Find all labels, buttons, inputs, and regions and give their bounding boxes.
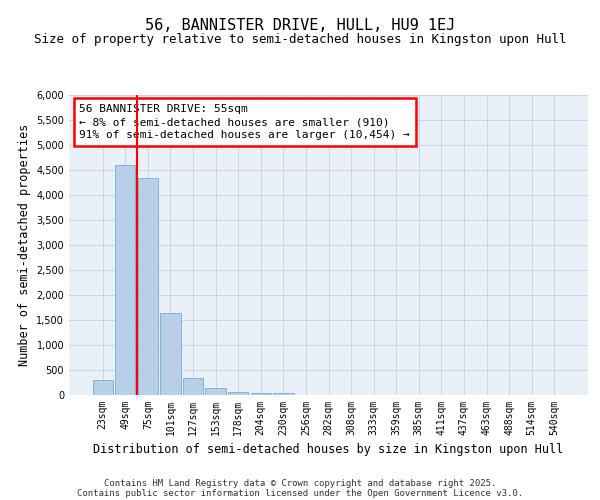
- Text: 56, BANNISTER DRIVE, HULL, HU9 1EJ: 56, BANNISTER DRIVE, HULL, HU9 1EJ: [145, 18, 455, 32]
- Text: Size of property relative to semi-detached houses in Kingston upon Hull: Size of property relative to semi-detach…: [34, 32, 566, 46]
- Bar: [115, 165, 136, 395]
- Y-axis label: Number of semi-detached properties: Number of semi-detached properties: [18, 124, 31, 366]
- Bar: [92, 380, 113, 395]
- X-axis label: Distribution of semi-detached houses by size in Kingston upon Hull: Distribution of semi-detached houses by …: [94, 444, 563, 456]
- Text: Contains HM Land Registry data © Crown copyright and database right 2025.: Contains HM Land Registry data © Crown c…: [104, 478, 496, 488]
- Bar: [273, 393, 293, 395]
- Bar: [205, 388, 226, 395]
- Bar: [160, 312, 181, 395]
- Bar: [228, 392, 248, 395]
- Bar: [138, 178, 158, 395]
- Text: 56 BANNISTER DRIVE: 55sqm
← 8% of semi-detached houses are smaller (910)
91% of : 56 BANNISTER DRIVE: 55sqm ← 8% of semi-d…: [79, 104, 410, 141]
- Bar: [251, 392, 271, 395]
- Text: Contains public sector information licensed under the Open Government Licence v3: Contains public sector information licen…: [77, 488, 523, 498]
- Bar: [183, 378, 203, 395]
